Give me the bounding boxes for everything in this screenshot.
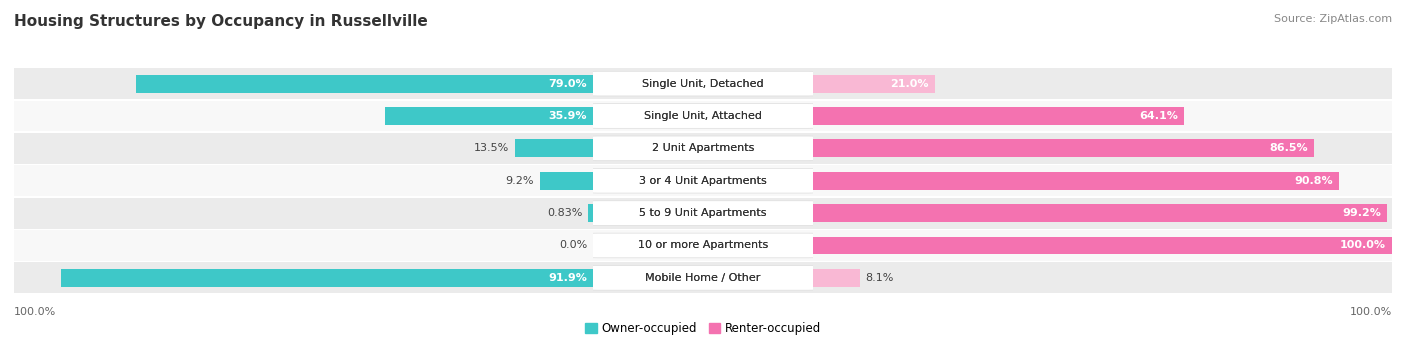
- Text: 5 to 9 Unit Apartments: 5 to 9 Unit Apartments: [640, 208, 766, 218]
- Text: 100.0%: 100.0%: [1340, 240, 1386, 251]
- Text: 0.83%: 0.83%: [547, 208, 582, 218]
- Text: 79.0%: 79.0%: [548, 79, 588, 89]
- FancyBboxPatch shape: [586, 233, 820, 258]
- Text: Single Unit, Detached: Single Unit, Detached: [643, 79, 763, 89]
- Bar: [813, 269, 860, 287]
- Text: 3 or 4 Unit Apartments: 3 or 4 Unit Apartments: [640, 176, 766, 186]
- Bar: [135, 75, 593, 92]
- Text: 100.0%: 100.0%: [1350, 307, 1392, 317]
- Bar: [60, 269, 593, 287]
- Text: 90.8%: 90.8%: [1295, 176, 1333, 186]
- Legend: Owner-occupied, Renter-occupied: Owner-occupied, Renter-occupied: [585, 322, 821, 335]
- Text: 21.0%: 21.0%: [890, 79, 929, 89]
- Text: 13.5%: 13.5%: [474, 143, 509, 153]
- Text: 91.9%: 91.9%: [548, 273, 588, 283]
- Text: 35.9%: 35.9%: [548, 111, 588, 121]
- Bar: [813, 204, 1388, 222]
- Bar: [385, 107, 593, 125]
- FancyBboxPatch shape: [586, 136, 820, 161]
- Text: Single Unit, Detached: Single Unit, Detached: [643, 79, 763, 89]
- Bar: [813, 107, 1184, 125]
- Text: 3 or 4 Unit Apartments: 3 or 4 Unit Apartments: [640, 176, 766, 186]
- Text: 2 Unit Apartments: 2 Unit Apartments: [652, 143, 754, 153]
- Bar: [813, 172, 1339, 190]
- FancyBboxPatch shape: [586, 201, 820, 225]
- Text: 10 or more Apartments: 10 or more Apartments: [638, 240, 768, 251]
- FancyBboxPatch shape: [586, 104, 820, 128]
- Bar: [813, 75, 935, 92]
- Text: Single Unit, Attached: Single Unit, Attached: [644, 111, 762, 121]
- Bar: [540, 172, 593, 190]
- Text: 2 Unit Apartments: 2 Unit Apartments: [652, 143, 754, 153]
- FancyBboxPatch shape: [586, 168, 820, 193]
- Text: 5 to 9 Unit Apartments: 5 to 9 Unit Apartments: [640, 208, 766, 218]
- Text: Mobile Home / Other: Mobile Home / Other: [645, 273, 761, 283]
- FancyBboxPatch shape: [586, 266, 820, 290]
- Text: 86.5%: 86.5%: [1270, 143, 1308, 153]
- Text: Housing Structures by Occupancy in Russellville: Housing Structures by Occupancy in Russe…: [14, 14, 427, 29]
- Text: 10 or more Apartments: 10 or more Apartments: [638, 240, 768, 251]
- Bar: [588, 204, 593, 222]
- Text: 100.0%: 100.0%: [14, 307, 56, 317]
- Text: 9.2%: 9.2%: [505, 176, 534, 186]
- Text: Single Unit, Attached: Single Unit, Attached: [644, 111, 762, 121]
- Bar: [813, 237, 1392, 254]
- Text: Mobile Home / Other: Mobile Home / Other: [645, 273, 761, 283]
- Bar: [515, 139, 593, 157]
- Text: 64.1%: 64.1%: [1139, 111, 1178, 121]
- Text: 99.2%: 99.2%: [1343, 208, 1382, 218]
- Text: Source: ZipAtlas.com: Source: ZipAtlas.com: [1274, 14, 1392, 24]
- FancyBboxPatch shape: [586, 71, 820, 96]
- Bar: [813, 139, 1313, 157]
- Text: 0.0%: 0.0%: [560, 240, 588, 251]
- Text: 8.1%: 8.1%: [866, 273, 894, 283]
